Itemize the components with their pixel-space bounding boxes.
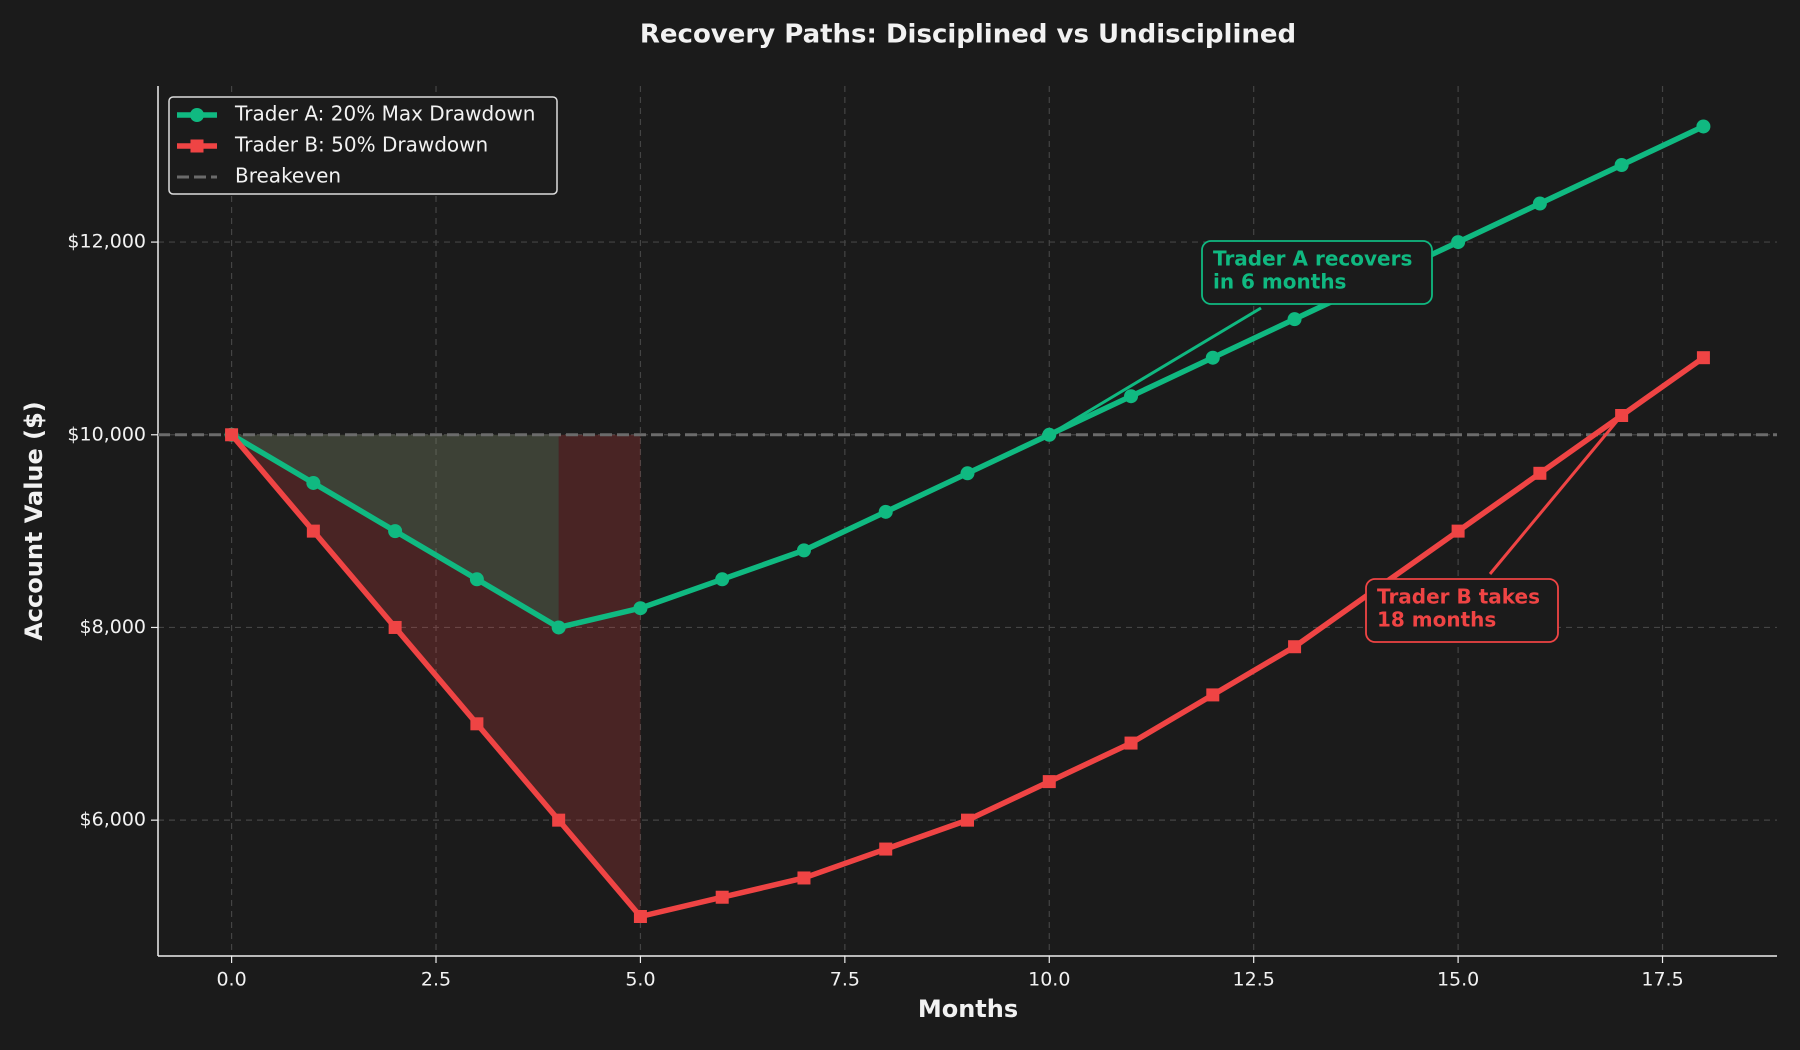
data-point — [1287, 312, 1302, 327]
data-point — [552, 813, 566, 827]
data-point — [633, 909, 647, 923]
x-tick-label: 5.0 — [625, 969, 655, 991]
annotation-text: Trader B takes — [1377, 585, 1540, 609]
data-point — [225, 428, 239, 442]
data-point — [469, 572, 484, 587]
annotation-box — [1365, 578, 1559, 643]
annotation-text: Trader A recovers — [1213, 247, 1412, 271]
data-point — [715, 890, 729, 904]
x-tick-label: 7.5 — [830, 969, 860, 991]
data-point — [1696, 119, 1711, 134]
legend-label: Trader A: 20% Max Drawdown — [234, 102, 535, 126]
data-point — [1451, 235, 1466, 250]
data-point — [551, 620, 566, 635]
legend-label: Trader B: 50% Drawdown — [234, 133, 488, 157]
data-point — [633, 601, 648, 616]
data-point — [1205, 350, 1220, 365]
x-tick-label: 10.0 — [1028, 969, 1070, 991]
legend-marker — [190, 108, 204, 122]
data-point — [961, 813, 974, 827]
legend-label: Breakeven — [235, 164, 341, 188]
y-tick-label: $10,000 — [67, 423, 146, 445]
data-point — [879, 842, 893, 856]
data-point — [306, 524, 320, 538]
data-point — [1614, 158, 1629, 173]
annotation-text: in 6 months — [1213, 270, 1346, 294]
annotation-arrow — [1488, 414, 1623, 575]
data-point — [797, 871, 811, 885]
data-point — [1451, 524, 1465, 538]
data-point — [388, 524, 403, 539]
data-point — [388, 620, 402, 634]
legend-box — [168, 96, 558, 195]
data-point — [715, 572, 730, 587]
data-point — [1533, 466, 1547, 480]
chart-title: Recovery Paths: Disciplined vs Undiscipl… — [640, 20, 1296, 50]
data-point — [1206, 688, 1220, 702]
x-tick-label: 12.5 — [1233, 969, 1275, 991]
annotation-arrow — [1048, 306, 1262, 437]
data-point — [1124, 736, 1138, 750]
data-point — [796, 543, 811, 558]
data-point — [306, 475, 321, 490]
legend-marker — [190, 139, 204, 153]
x-tick-label: 15.0 — [1437, 969, 1479, 991]
data-point — [1288, 640, 1302, 654]
data-point — [960, 466, 975, 481]
x-tick-label: 2.5 — [421, 969, 451, 991]
annotation-text: 18 months — [1377, 608, 1496, 632]
x-tick-label: 17.5 — [1641, 969, 1683, 991]
data-point — [1532, 196, 1547, 211]
x-axis-label: Months — [918, 995, 1018, 1023]
data-point — [1124, 389, 1139, 404]
data-point — [470, 717, 484, 731]
data-point — [878, 504, 893, 519]
x-tick-label: 0.0 — [216, 969, 246, 991]
data-point — [1042, 775, 1056, 789]
y-tick-label: $6,000 — [80, 809, 146, 831]
data-point — [1696, 351, 1710, 365]
annotation-box — [1201, 240, 1433, 305]
y-tick-label: $12,000 — [67, 231, 146, 253]
y-tick-label: $8,000 — [80, 616, 146, 638]
y-axis-label: Account Value ($) — [20, 401, 48, 641]
